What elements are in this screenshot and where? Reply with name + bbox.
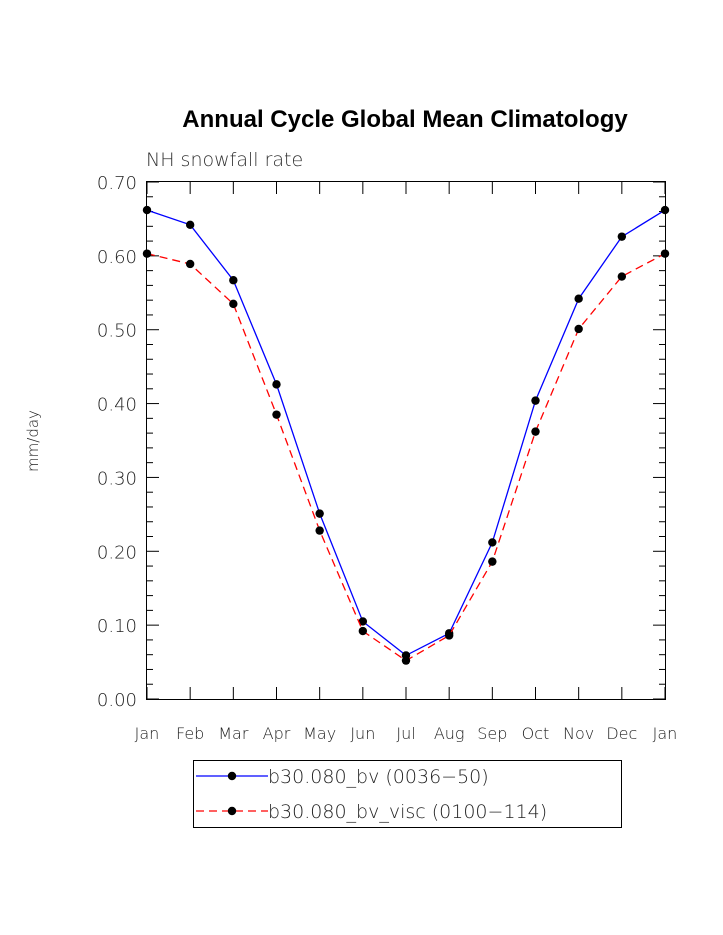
legend-marker-2 — [227, 806, 237, 816]
x-tick-label: Feb — [176, 724, 204, 743]
x-tick-label: Jun — [350, 724, 375, 743]
series-2-point — [660, 249, 670, 258]
series-1-point — [660, 205, 670, 215]
series-2-point — [574, 324, 583, 334]
series-1-point — [272, 380, 281, 389]
legend-label-1: b30.080_bv (0036−50) — [268, 766, 489, 788]
series-2-point — [401, 656, 411, 665]
x-tick-label: Jan — [135, 724, 160, 743]
series-2-point — [531, 427, 540, 436]
series-1-point — [142, 205, 152, 215]
series-1-point — [229, 276, 238, 285]
series-line-2 — [146, 252, 666, 662]
series-2-point — [272, 410, 281, 419]
series-1-point — [315, 509, 324, 518]
series-2-point — [617, 272, 627, 281]
axes: 0.00 0.10 0.20 0.30 0.40 0.50 0.60 0.70 Jan Feb Ma… — [97, 173, 677, 743]
series-1-point — [574, 294, 583, 303]
x-tick-label: Aug — [434, 724, 465, 743]
x-tick-label: Nov — [563, 724, 594, 743]
series-1-point — [488, 538, 497, 547]
x-tick-label: Dec — [606, 724, 637, 743]
series-1-point — [617, 232, 627, 241]
chart-subtitle: NH snowfall rate — [146, 149, 303, 171]
series-2-point — [444, 631, 454, 640]
y-tick-label: 0.40 — [97, 395, 137, 416]
x-tick-label: Apr — [263, 724, 291, 743]
series-layer — [142, 205, 670, 665]
plot-frame — [146, 181, 666, 700]
legend-label-2: b30.080_bv_visc (0100−114) — [268, 801, 547, 823]
series-2-point — [315, 526, 324, 535]
legend-marker-1 — [227, 771, 237, 781]
series-2-point — [229, 299, 238, 309]
x-tick-label: Oct — [522, 724, 550, 743]
y-tick-label: 0.20 — [97, 542, 137, 563]
legend: b30.080_bv (0036−50) b30.080_bv_visc (010… — [193, 760, 622, 828]
series-1-point — [185, 220, 195, 230]
y-tick-label: 0.10 — [97, 616, 137, 637]
y-tick-label: 0.60 — [97, 247, 137, 268]
y-tick-label: 0.70 — [97, 173, 137, 194]
series-2-point — [358, 626, 368, 636]
chart-title: Annual Cycle Global Mean Climatology — [182, 106, 628, 133]
y-tick-label: 0.50 — [97, 321, 137, 342]
x-tick-label: May — [303, 724, 336, 743]
x-tick-label: Sep — [477, 724, 507, 743]
legend-box — [193, 760, 622, 828]
series-line-1 — [146, 209, 666, 657]
series-1-point — [531, 396, 540, 405]
y-tick-label: 0.00 — [97, 690, 137, 711]
x-tick-label: Jan — [653, 724, 678, 743]
series-1-point — [358, 617, 368, 626]
y-tick-label: 0.30 — [97, 468, 137, 489]
y-axis-label: mm/day — [24, 410, 42, 472]
x-tick-label: Mar — [218, 724, 249, 743]
series-2-point — [488, 557, 497, 566]
series-2-point — [142, 249, 152, 258]
series-2-point — [185, 259, 195, 269]
x-tick-label: Jul — [396, 724, 415, 743]
